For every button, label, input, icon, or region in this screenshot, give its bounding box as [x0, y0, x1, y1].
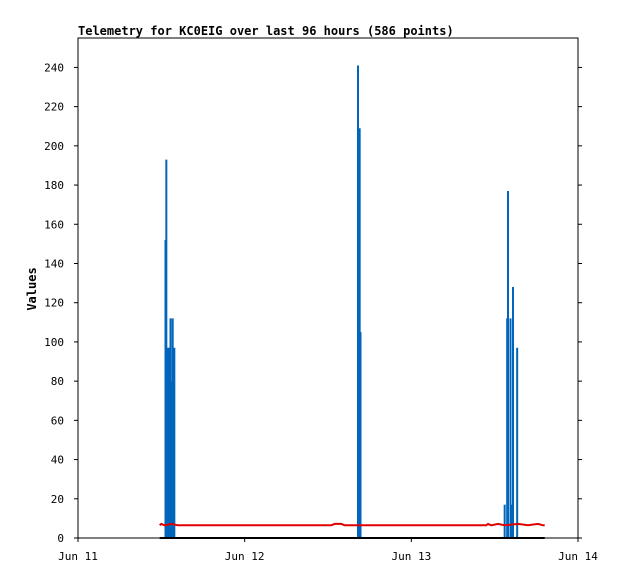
plot-frame — [77, 37, 579, 539]
y-tick-label: 200 — [44, 140, 64, 153]
red-series-line — [159, 522, 545, 527]
x-tick-label: Jun 14 — [558, 550, 598, 563]
x-axis: Jun 11 Jun 12 Jun 13 Jun 14 — [58, 538, 598, 563]
y-tick-label: 220 — [44, 101, 64, 114]
y-axis-label: Values — [25, 267, 39, 310]
y-tick-label: 0 — [57, 532, 64, 545]
y-tick-label: 140 — [44, 257, 64, 270]
y-tick-label: 80 — [51, 375, 64, 388]
y-tick-label: 100 — [44, 336, 64, 349]
y-tick-label: 60 — [51, 414, 64, 427]
x-tick-label: Jun 12 — [225, 550, 265, 563]
y-tick-label: 40 — [51, 454, 64, 467]
y-axis: 0 20 40 60 80 100 120 140 160 180 200 220 240 — [44, 61, 582, 545]
y-tick-label: 180 — [44, 179, 64, 192]
x-tick-label: Jun 11 — [58, 550, 98, 563]
y-tick-label: 160 — [44, 218, 64, 231]
y-tick-label: 120 — [44, 297, 64, 310]
x-tick-label: Jun 13 — [391, 550, 431, 563]
y-tick-label: 240 — [44, 61, 64, 74]
y-tick-label: 20 — [51, 493, 64, 506]
series-layer — [159, 65, 545, 539]
chart-title: Telemetry for KC0EIG over last 96 hours … — [78, 24, 454, 38]
